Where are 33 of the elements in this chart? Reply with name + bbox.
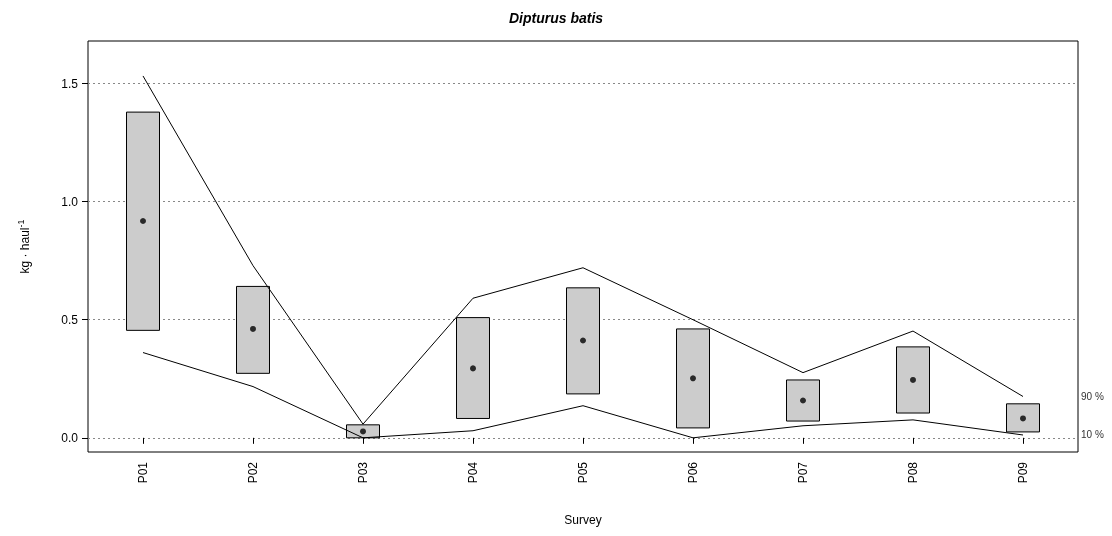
x-tick-label: P03	[356, 461, 370, 484]
text: 90 %	[1081, 390, 1104, 402]
point	[360, 428, 366, 435]
bar	[456, 317, 490, 419]
point	[1020, 415, 1026, 422]
y-tick-label: 0.5	[61, 312, 79, 327]
point	[140, 217, 146, 224]
bar	[896, 346, 930, 414]
bar	[566, 287, 600, 395]
x-tick-label: P06	[686, 461, 700, 484]
bar	[236, 285, 270, 374]
x-tick-label: P07	[796, 461, 810, 484]
point	[910, 376, 916, 383]
x-tick-label: P02	[246, 461, 260, 484]
y-tick-label: 0.0	[61, 430, 79, 445]
y-axis-title: kg · haul-1	[15, 219, 32, 274]
y-tick-label: 1.0	[61, 194, 79, 209]
y-tick-label: 1.5	[61, 76, 79, 91]
bar	[126, 111, 160, 331]
x-axis-title: Survey	[564, 513, 602, 527]
point	[470, 365, 476, 372]
point	[690, 375, 696, 382]
chart-title: Dipturus batis	[508, 10, 604, 26]
text: 10 %	[1081, 429, 1104, 441]
bar	[786, 379, 820, 422]
point	[580, 337, 586, 344]
point	[800, 397, 806, 404]
x-tick-label: P04	[466, 461, 480, 484]
point	[250, 325, 256, 332]
x-tick-label: P08	[906, 461, 920, 484]
x-tick-label: P01	[136, 461, 150, 484]
x-tick-label: P09	[1016, 461, 1030, 484]
x-tick-label: P05	[576, 461, 590, 484]
